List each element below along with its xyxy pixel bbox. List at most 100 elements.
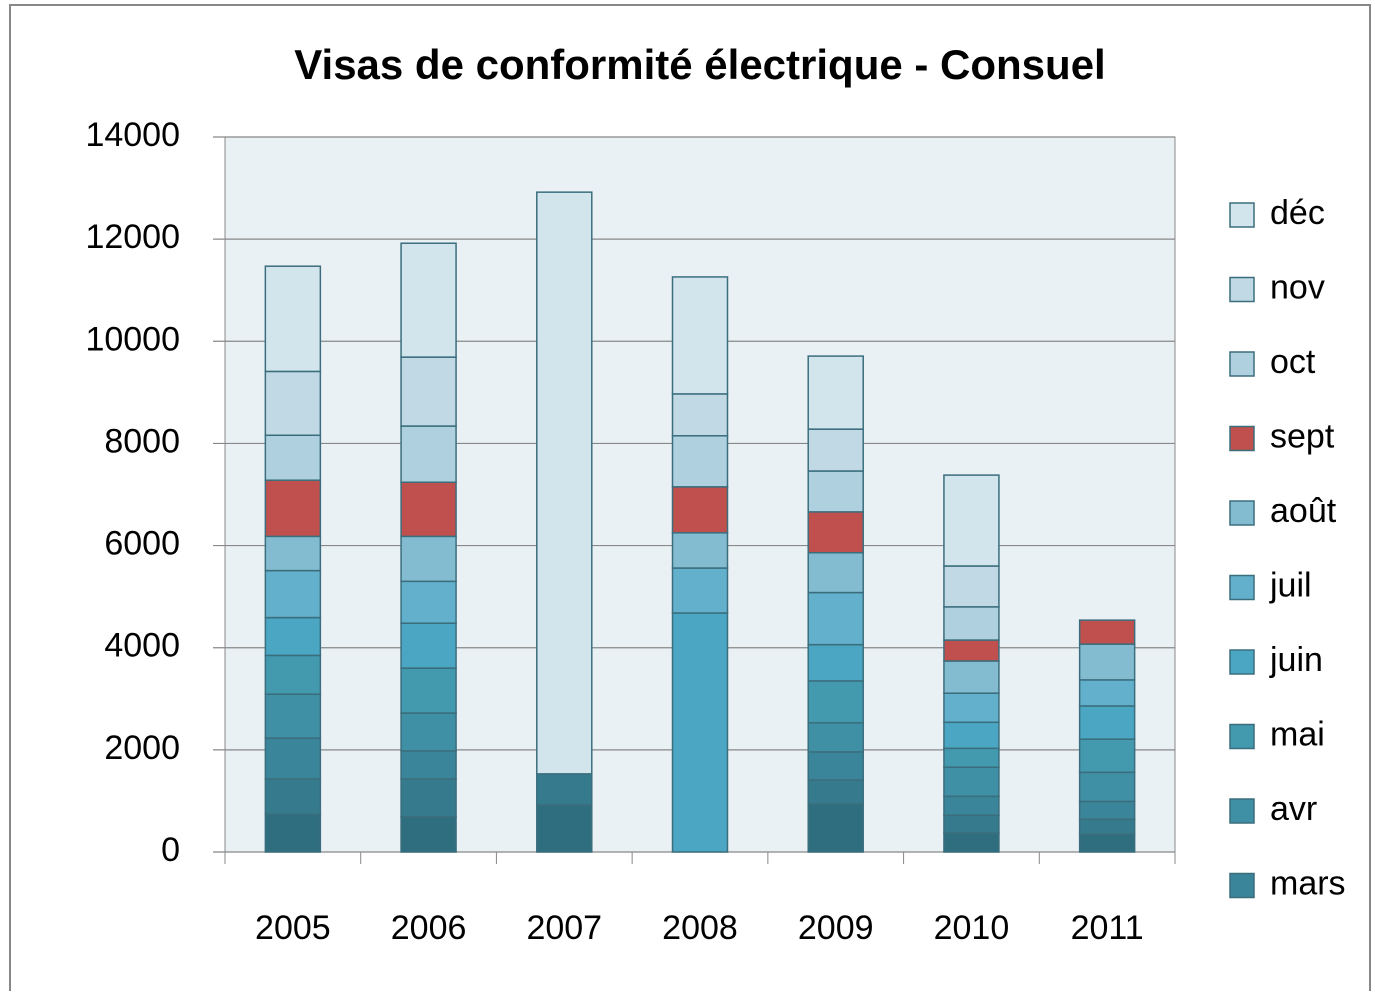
bar-segment: [671, 435, 729, 488]
y-tick-label: 2000: [104, 729, 180, 767]
bar-segment: [400, 622, 457, 669]
bar-segment: [1078, 771, 1136, 803]
bar-segment: [536, 191, 593, 775]
x-tick-label: 2008: [662, 909, 738, 947]
legend-label: sept: [1270, 417, 1335, 455]
bar-segment: [264, 654, 322, 695]
legend-label: août: [1270, 492, 1337, 530]
bar-segment: [536, 773, 593, 806]
y-tick-label: 10000: [85, 320, 180, 358]
x-tick-label: 2007: [526, 909, 602, 947]
legend-swatch: [1229, 872, 1255, 899]
bar-segment: [671, 276, 729, 395]
legend-swatch: [1229, 351, 1255, 377]
bar-segment: [807, 779, 864, 805]
bar-segment: [1078, 833, 1136, 853]
legend-label: oct: [1270, 343, 1316, 381]
y-tick-label: 4000: [104, 627, 180, 665]
bar-segment: [671, 612, 729, 853]
legend-swatch: [1229, 723, 1255, 750]
bar-segment: [671, 567, 729, 614]
bar-segment: [807, 722, 864, 753]
legend-label: juil: [1269, 566, 1312, 604]
x-tick-label: 2011: [1071, 909, 1144, 947]
bar-segment: [807, 591, 864, 646]
bar-segment: [400, 356, 457, 427]
legend-swatch: [1229, 798, 1255, 824]
bar-segment: [807, 751, 864, 781]
bar-segment: [1078, 679, 1136, 707]
bar-segment: [807, 551, 864, 594]
bar-segment: [264, 569, 322, 619]
bar-segment: [264, 616, 322, 657]
legend-swatch: [1229, 202, 1255, 228]
legend-label: juin: [1269, 641, 1323, 679]
bar-segment: [400, 242, 457, 358]
bar-segment: [400, 712, 457, 752]
bar-segment: [400, 816, 457, 853]
bar-segment: [943, 565, 1000, 608]
bar-segment: [400, 667, 457, 714]
legend-swatch: [1229, 500, 1255, 526]
x-tick-label: 2006: [391, 909, 467, 947]
bar-segment: [400, 425, 457, 483]
bar-segment: [671, 393, 729, 437]
bar-segment: [1078, 643, 1136, 681]
legend-label: avr: [1270, 790, 1317, 828]
chart-title: Visas de conformité électrique - Consuel: [294, 41, 1105, 88]
bar-segment: [807, 511, 864, 554]
bar-segment: [671, 486, 729, 534]
y-tick-label: 8000: [104, 422, 180, 460]
bar-segment: [1078, 800, 1136, 821]
bar-segment: [264, 265, 322, 373]
bar-segment: [400, 778, 457, 818]
legend-swatch: [1229, 425, 1255, 452]
y-tick-label: 6000: [104, 525, 180, 563]
bar-segment: [671, 532, 729, 569]
bar-segment: [943, 747, 1000, 768]
bar-segment: [264, 693, 322, 739]
bar-segment: [807, 470, 864, 513]
legend-label: nov: [1270, 268, 1325, 306]
bar-segment: [807, 680, 864, 724]
bar-segment: [1078, 818, 1136, 835]
legend-label: mai: [1270, 715, 1325, 753]
bar-segment: [943, 606, 1000, 641]
bar-segment: [400, 580, 457, 624]
bar-segment: [264, 535, 322, 572]
bar-segment: [264, 737, 322, 780]
x-tick-label: 2010: [934, 909, 1010, 947]
bar-segment: [400, 481, 457, 538]
bar-segment: [1078, 619, 1136, 645]
bar-segment: [943, 639, 1000, 662]
bar-segment: [943, 814, 1000, 834]
bar-segment: [943, 832, 1000, 853]
legend-swatch: [1229, 649, 1255, 675]
bar-segment: [400, 750, 457, 780]
legend-label: mars: [1270, 864, 1346, 902]
x-tick-label: 2009: [798, 909, 874, 947]
bar-segment: [943, 795, 1000, 816]
bar-segment: [943, 721, 1000, 750]
legend-swatch: [1229, 276, 1255, 303]
bar-segment: [943, 474, 1000, 567]
bar-segment: [1078, 705, 1136, 740]
bar-segment: [264, 434, 322, 481]
bar-segment: [264, 370, 322, 437]
bar-segment: [807, 355, 864, 430]
bar-segment: [264, 479, 322, 538]
bar-segment: [264, 778, 322, 815]
x-tick-label: 2005: [255, 909, 331, 947]
y-tick-label: 12000: [85, 218, 180, 256]
legend-label: déc: [1270, 194, 1325, 232]
bar-segment: [943, 766, 1000, 798]
bar-segment: [943, 692, 1000, 724]
bar-segment: [536, 804, 593, 853]
bar-segment: [807, 643, 864, 682]
bar-segment: [264, 813, 322, 853]
bar-segment: [1078, 738, 1136, 774]
y-tick-label: 14000: [85, 116, 180, 154]
bar-segment: [807, 803, 864, 853]
bar-segment: [943, 660, 1000, 694]
